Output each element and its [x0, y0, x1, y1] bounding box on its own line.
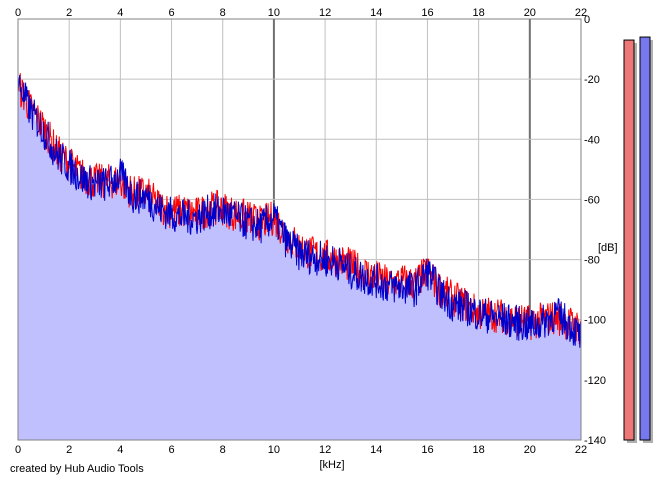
- y-tick-label: 0: [584, 14, 590, 26]
- x-tick-label: 14: [370, 444, 382, 456]
- x-tick-label: 12: [319, 444, 331, 456]
- credit-text: created by Hub Audio Tools: [10, 463, 144, 475]
- series-line-blue: [17, 74, 582, 348]
- x-tick-labels-bottom: 0 2 4 6 8 10 12 14 16 18 20 22: [15, 444, 587, 456]
- x-tick-label: 2: [66, 444, 72, 456]
- level-meter-right: [639, 36, 651, 441]
- y-tick-label: -40: [584, 134, 600, 146]
- x-tick-label: 20: [524, 7, 536, 19]
- x-tick-label: 8: [220, 7, 226, 19]
- x-tick-label: 0: [15, 444, 21, 456]
- x-tick-label: 18: [473, 7, 485, 19]
- x-tick-label: 6: [168, 7, 174, 19]
- x-tick-label: 14: [370, 7, 382, 19]
- series-lines: [17, 73, 582, 348]
- x-tick-label: 10: [268, 444, 280, 456]
- x-tick-label: 16: [421, 7, 433, 19]
- x-tick-label: 4: [117, 7, 123, 19]
- x-tick-label: 6: [168, 444, 174, 456]
- x-tick-label: 16: [421, 444, 433, 456]
- y-tick-label: -80: [584, 255, 600, 267]
- x-tick-label: 8: [220, 444, 226, 456]
- y-tick-label: -100: [584, 315, 606, 327]
- y-tick-label: -140: [584, 435, 606, 447]
- x-tick-label: 18: [473, 444, 485, 456]
- x-tick-label: 12: [319, 7, 331, 19]
- x-tick-label: 0: [15, 7, 21, 19]
- y-tick-label: -120: [584, 375, 606, 387]
- x-tick-label: 22: [575, 444, 587, 456]
- x-tick-label: 2: [66, 7, 72, 19]
- x-tick-labels-top: 0 2 4 6 8 10 12 14 16 18 20 22: [15, 7, 587, 19]
- x-tick-label: 20: [524, 444, 536, 456]
- level-meters: [623, 36, 653, 444]
- x-tick-label: 4: [117, 444, 123, 456]
- level-meter-left: [623, 39, 635, 441]
- x-tick-label: 10: [268, 7, 280, 19]
- plot-frame: [17, 18, 582, 441]
- y-tick-label: -20: [584, 74, 600, 86]
- y-tick-label: -60: [584, 194, 600, 206]
- y-tick-labels: 0 -20 -40 -60 -80 -100 -120 -140: [584, 14, 606, 447]
- y-axis-label: [dB]: [598, 242, 618, 254]
- x-tick-label: 22: [575, 7, 587, 19]
- x-axis-label: [kHz]: [319, 459, 344, 471]
